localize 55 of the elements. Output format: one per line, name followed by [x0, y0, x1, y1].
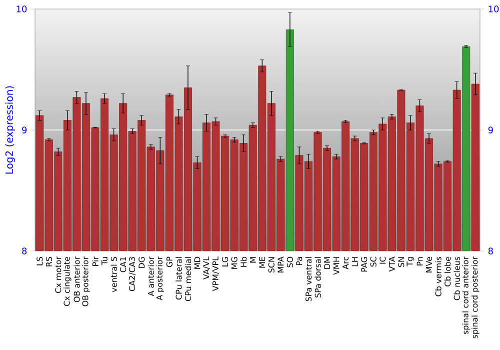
x-tick-label: Cb lobe — [444, 256, 451, 286]
x-tick-label: LH — [352, 257, 358, 266]
x-tick-label: spinal cord posterior — [472, 256, 480, 338]
x-tick-label: spinal cord anterior — [462, 256, 470, 334]
x-tick-label: Tu — [102, 257, 108, 266]
y2-tick-label: 9 — [488, 126, 493, 134]
x-tick-label: Arc — [342, 256, 349, 270]
x-tick-label: SPa ventral — [305, 257, 312, 302]
x-tick-label: Cx motor — [55, 256, 62, 293]
x-tick-label: MVe — [426, 256, 432, 272]
x-tick-label: RS — [46, 256, 52, 266]
y-tick-label: 9 — [22, 126, 27, 134]
x-tick-label: MG — [231, 257, 238, 269]
x-tick-label: Hb — [240, 256, 247, 267]
x-tick-label: SCN — [268, 257, 274, 273]
x-tick-label: A posterior — [156, 256, 164, 300]
x-tick-label: PAG — [361, 257, 368, 272]
x-tick-label: OB posterior — [82, 256, 90, 306]
x-tick-label: CA2/CA3 — [129, 257, 136, 291]
x-tick-label: Pn — [416, 257, 423, 266]
x-tick-label: SPa dorsal — [314, 257, 321, 298]
y-axis-title: Log2 (expression) — [5, 86, 15, 174]
x-tick-label: VPM/VPL — [212, 256, 220, 292]
x-tick-label: LS — [36, 256, 43, 266]
x-tick-label: CA1 — [120, 257, 126, 272]
x-tick-label: A anterior — [148, 256, 154, 296]
x-tick-label: CPu medial — [184, 257, 192, 302]
x-tick-label: SN — [398, 257, 404, 267]
x-tick-label: DG — [138, 257, 145, 268]
x-tick-label: VA/VL — [203, 256, 210, 280]
x-tick-label: IC — [380, 256, 386, 264]
x-tick-label: ventral S — [110, 256, 117, 292]
x-tick-label: DM — [324, 257, 330, 269]
y-tick-label: 10 — [16, 6, 27, 12]
x-tick-label: MPA — [278, 256, 284, 272]
x-tick-label: LG — [222, 257, 228, 266]
x-tick-label: M — [250, 257, 256, 263]
x-tick-label: Tg — [406, 257, 414, 266]
x-tick-label: Pir — [92, 256, 98, 266]
x-tick-label: ME — [259, 256, 266, 268]
x-tick-label: Pa — [296, 257, 302, 266]
x-tick-label: Cb vermis — [435, 256, 442, 296]
x-tick-label: MD — [194, 256, 200, 269]
x-tick-label: VMH — [333, 257, 340, 275]
x-tick-label: CPu lateral — [176, 257, 182, 300]
y2-tick-label: 8 — [488, 248, 493, 254]
y2-tick-label: 10 — [488, 6, 499, 12]
x-tick-label: SO — [286, 256, 293, 268]
y-tick-label: 8 — [22, 248, 27, 254]
x-tick-label: VTA — [389, 256, 395, 272]
x-tick-label: OB anterior — [74, 256, 80, 302]
x-tick-label: GP — [166, 256, 172, 268]
x-tick-label: Cb nucleus — [454, 256, 460, 300]
x-tick-label: Cx cingulate — [64, 256, 72, 306]
x-tick-label: SC — [370, 256, 376, 267]
